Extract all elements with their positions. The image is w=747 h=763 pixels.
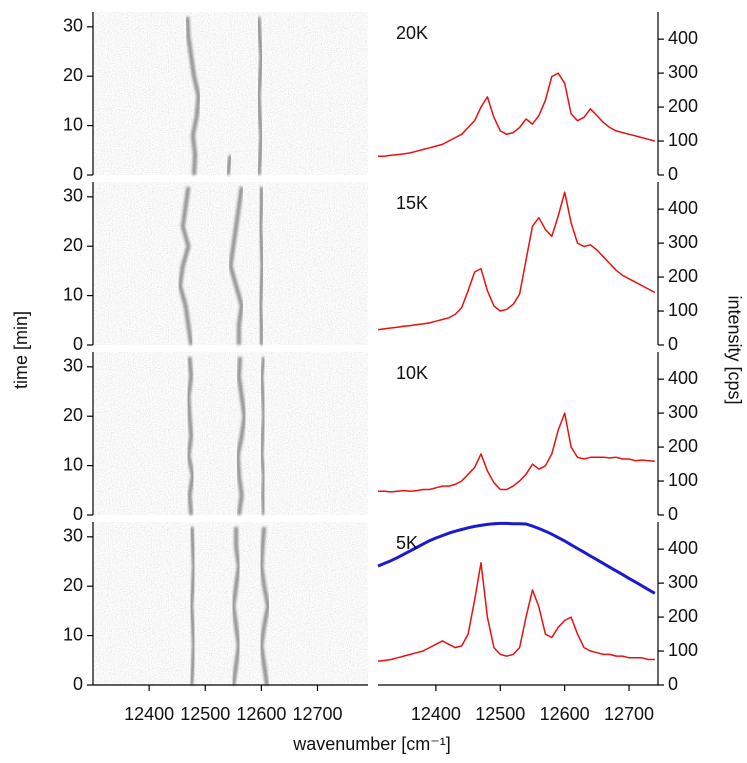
x-tick-label: 12600 (236, 704, 286, 724)
image-background (93, 12, 368, 175)
ridge (185, 16, 201, 176)
y-tick-label: 200 (668, 96, 698, 116)
y-tick-label: 30 (63, 526, 83, 546)
y-tick-label: 400 (668, 538, 698, 558)
y-tick-label: 20 (63, 405, 83, 425)
ridge (256, 16, 264, 176)
ridge (225, 154, 233, 176)
y2-axis-label: intensity [cps] (724, 295, 744, 404)
y-tick-label: 0 (668, 334, 678, 354)
y-tick-label: 100 (668, 640, 698, 660)
ridge (259, 356, 267, 516)
ridge (231, 526, 241, 686)
x-tick-label: 12400 (411, 704, 461, 724)
panel-label: 10K (396, 363, 428, 383)
x-tick-label: 12600 (540, 704, 590, 724)
y-tick-label: 0 (73, 674, 83, 694)
y-tick-label: 30 (63, 356, 83, 376)
x-tick-label: 12700 (604, 704, 654, 724)
y-axis-label: time [min] (11, 311, 31, 389)
x-tick-label: 12500 (475, 704, 525, 724)
ridge (189, 526, 197, 686)
y-tick-label: 300 (668, 62, 698, 82)
y-tick-label: 100 (668, 300, 698, 320)
y-tick-label: 200 (668, 436, 698, 456)
y-tick-label: 0 (73, 334, 83, 354)
y-tick-label: 10 (63, 284, 83, 304)
x-tick-label: 12400 (124, 704, 174, 724)
image-background (93, 522, 368, 685)
y-tick-label: 200 (668, 266, 698, 286)
y-tick-label: 300 (668, 402, 698, 422)
y-tick-label: 200 (668, 606, 698, 626)
panel-label: 20K (396, 23, 428, 43)
y-tick-label: 10 (63, 114, 83, 134)
ridge (235, 356, 247, 516)
y-tick-label: 100 (668, 130, 698, 150)
spectrum-line (378, 72, 655, 158)
spectrum-line (377, 562, 655, 662)
y-tick-label: 20 (63, 575, 83, 595)
x-tick-label: 12500 (180, 704, 230, 724)
ridge (228, 186, 244, 345)
image-background (93, 352, 368, 515)
y-tick-label: 300 (668, 232, 698, 252)
y-tick-label: 0 (668, 674, 678, 694)
ridge (177, 186, 194, 346)
y-tick-label: 100 (668, 470, 698, 490)
y-tick-label: 10 (63, 624, 83, 644)
y-tick-label: 20 (63, 235, 83, 255)
spectrum-line (378, 412, 655, 493)
y-tick-label: 0 (668, 504, 678, 524)
y-tick-label: 30 (63, 186, 83, 206)
y-tick-label: 0 (73, 504, 83, 524)
panel-label: 5K (396, 533, 418, 553)
y-tick-label: 0 (668, 164, 678, 184)
y-tick-label: 20 (63, 65, 83, 85)
x-tick-label: 12700 (292, 704, 342, 724)
panel-label: 15K (396, 193, 428, 213)
ridge (258, 186, 265, 345)
y-tick-label: 0 (73, 164, 83, 184)
y-tick-label: 400 (668, 198, 698, 218)
x-axis-label: wavenumber [cm⁻¹] (292, 734, 451, 754)
y-tick-label: 30 (63, 16, 83, 36)
y-tick-label: 400 (668, 368, 698, 388)
spectrum-line (377, 191, 656, 331)
y-tick-label: 400 (668, 28, 698, 48)
ridge (259, 526, 271, 686)
spectrum-line (377, 521, 656, 595)
ridge (186, 356, 195, 516)
y-tick-label: 10 (63, 454, 83, 474)
y-tick-label: 300 (668, 572, 698, 592)
